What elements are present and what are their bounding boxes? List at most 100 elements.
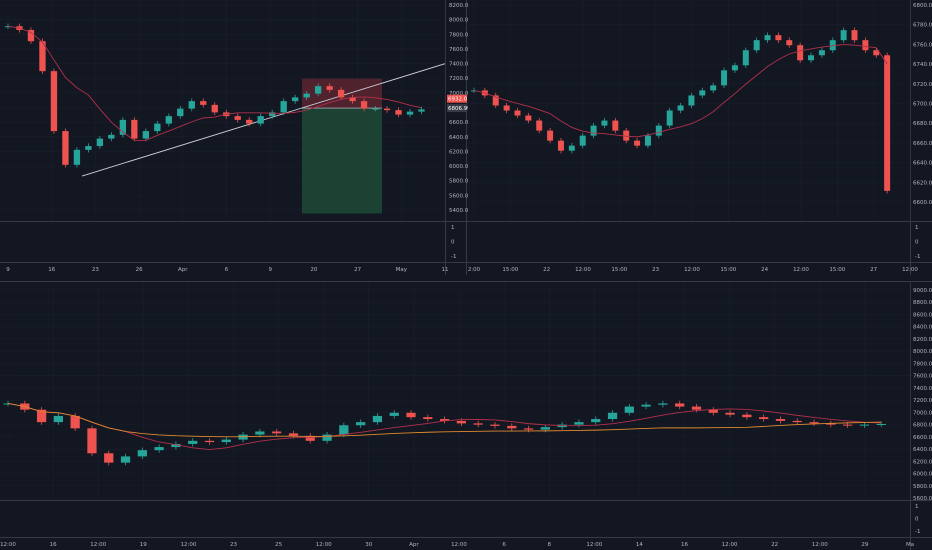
candle-body — [120, 456, 131, 463]
x-axis-tick-label: 8 — [547, 542, 551, 548]
x-axis-tick-label: 12:00 — [451, 542, 467, 548]
candle-body — [85, 146, 92, 150]
candle-body — [492, 95, 499, 106]
x-axis-tick-label: 23 — [652, 267, 659, 273]
candle-body — [221, 439, 231, 443]
candle-body — [557, 140, 564, 151]
candle-body — [473, 423, 483, 425]
candle-body — [326, 86, 333, 90]
x-axis-tick-label: 12:00 — [902, 267, 918, 273]
candle-body — [843, 424, 853, 426]
candle-body — [360, 101, 368, 109]
indicator-axis-label: 0 — [915, 517, 919, 523]
candle-body — [234, 116, 241, 120]
candle-body — [525, 115, 532, 121]
y-axis-tick-label: 5400.0 — [449, 208, 469, 214]
x-axis-tick-label: Ma — [906, 542, 914, 548]
x-axis-tick-label: 9 — [6, 267, 10, 273]
candle-body — [591, 419, 601, 423]
x-axis-tick-label: 23 — [92, 267, 99, 273]
y-axis-tick-label: 8000.0 — [913, 349, 932, 355]
candle-body — [658, 403, 668, 405]
x-axis-tick-label: 6 — [502, 542, 506, 548]
price-tag-label: 6806.9 — [448, 106, 468, 112]
indicator-axis-label: 1 — [915, 504, 919, 510]
x-axis-tick-label: 12:00 — [793, 267, 809, 273]
candle-body — [119, 119, 127, 135]
x-axis-tick-label: 12:00 — [0, 542, 16, 548]
candle-body — [851, 30, 858, 41]
x-axis-tick-label: 19 — [140, 542, 147, 548]
y-axis-tick-label: 6600.0 — [449, 120, 469, 126]
y-axis-tick-label: 7400.0 — [913, 386, 932, 392]
x-axis-tick-label: 11 — [442, 267, 449, 273]
candle-body — [786, 40, 793, 46]
y-axis-tick-label: 6660.0 — [913, 141, 932, 147]
candle-body — [666, 110, 673, 126]
candle-body — [641, 404, 651, 407]
candle-body — [349, 97, 356, 102]
candle-body — [826, 423, 836, 425]
y-axis-tick-label: 6800.0 — [913, 423, 932, 429]
candle-body — [809, 422, 819, 424]
candle-body — [829, 40, 836, 51]
candle-body — [337, 89, 345, 98]
y-axis-tick-label: 7400.0 — [449, 62, 469, 68]
candle-body — [859, 424, 870, 426]
x-axis-tick-label: May — [396, 267, 408, 273]
candle-body — [818, 50, 825, 56]
candle-body — [3, 403, 13, 405]
candle-body — [644, 135, 651, 146]
candle-body — [255, 431, 265, 435]
candle-body — [418, 109, 425, 112]
y-axis-tick-label: 7000.0 — [449, 91, 469, 97]
y-axis-tick-label: 7200.0 — [913, 398, 932, 404]
indicator-axis-label: -1 — [451, 254, 456, 260]
candle-body — [884, 55, 891, 191]
candle-body — [356, 422, 366, 426]
candle-body — [677, 105, 684, 111]
candle-body — [764, 35, 771, 41]
x-axis-tick-label: 12:00 — [722, 542, 738, 548]
candle-body — [547, 130, 554, 141]
candle-body — [840, 30, 847, 41]
moving-average-line — [473, 44, 888, 138]
candle-body — [383, 108, 391, 111]
candle-body — [862, 40, 869, 51]
candle-body — [288, 433, 299, 436]
candle-body — [710, 85, 717, 91]
candle-body — [423, 417, 433, 420]
y-axis-tick-label: 6600.0 — [913, 200, 932, 206]
candle-body — [721, 70, 728, 86]
candle-body — [612, 120, 619, 131]
y-axis-tick-label: 8200.0 — [449, 3, 469, 9]
candle-body — [624, 406, 634, 413]
candle-body — [775, 419, 786, 421]
candle-body — [514, 110, 521, 116]
candle-body — [590, 125, 597, 136]
y-axis-tick-label: 7800.0 — [913, 361, 932, 367]
candle-body — [742, 50, 749, 66]
price-tag-box — [447, 104, 467, 113]
x-axis-tick-label: 15:00 — [502, 267, 518, 273]
candle-body — [634, 140, 641, 146]
x-axis-tick-label: 2:00 — [468, 267, 481, 273]
drawings-layer — [81, 63, 446, 214]
indicator-axis-label: -1 — [915, 529, 920, 535]
x-axis-tick-label: 23 — [230, 542, 237, 548]
y-axis-tick-label: 6000.0 — [913, 472, 932, 478]
candle-body — [731, 65, 738, 71]
candle-body — [188, 440, 198, 444]
y-axis-tick-label: 6600.0 — [913, 435, 932, 441]
y-axis-tick-label: 8000.0 — [449, 18, 469, 24]
candle-body — [406, 412, 416, 418]
x-axis-tick-label: 9 — [268, 267, 272, 273]
candle-body — [154, 447, 164, 451]
candle-body — [792, 420, 802, 423]
candle-body — [292, 97, 299, 102]
candle-body — [104, 453, 114, 463]
candle-body — [96, 138, 104, 147]
x-axis-tick-label: 16 — [48, 267, 55, 273]
candle-body — [523, 428, 534, 430]
